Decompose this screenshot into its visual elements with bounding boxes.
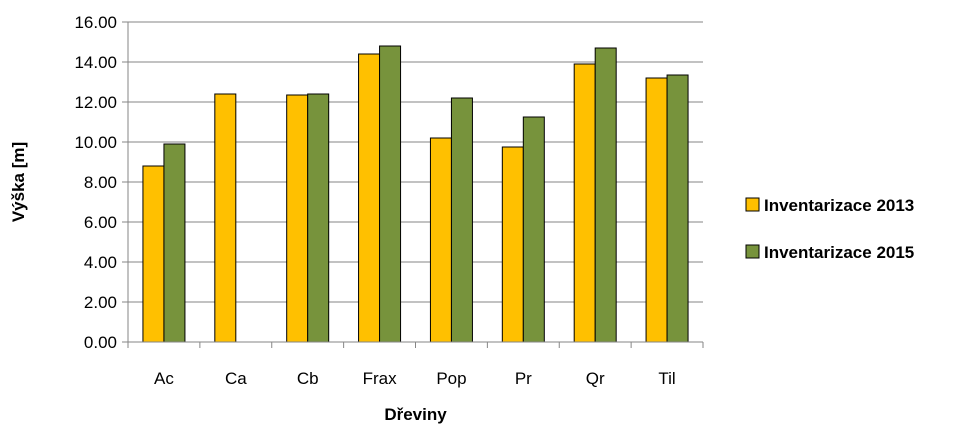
x-tick-label: Pop [436,369,466,388]
y-axis-title: Výška [m] [9,142,28,222]
y-tick-label: 0.00 [84,333,117,352]
legend: Inventarizace 2013 Inventarizace 2015 [745,196,914,262]
bar [214,93,237,343]
bar [573,63,596,343]
bar [594,47,617,343]
bar [286,94,309,343]
bars [142,45,689,343]
y-tick-label: 2.00 [84,293,117,312]
x-tick-label: Ac [154,369,174,388]
bar [429,137,452,343]
x-tick-label: Pr [515,369,532,388]
legend-label: Inventarizace 2015 [764,243,914,262]
legend-label: Inventarizace 2013 [764,196,914,215]
gridlines [128,21,703,303]
legend-swatch [745,197,760,212]
bar [307,93,330,343]
legend-swatch [745,244,760,259]
y-tick-label: 8.00 [84,173,117,192]
x-tick-label: Frax [363,369,398,388]
bar [666,74,689,343]
x-tick-label: Qr [586,369,605,388]
bar [142,165,165,343]
y-tick-label: 14.00 [74,53,117,72]
y-tick-label: 6.00 [84,213,117,232]
y-tick-label: 12.00 [74,93,117,112]
bar [379,45,402,343]
x-tick-label: Til [658,369,675,388]
x-axis-ticks: Ac Ca Cb Frax Pop Pr Qr Til [127,342,704,388]
bar [450,97,473,343]
bar [501,146,524,343]
y-axis-ticks: 0.00 2.00 4.00 6.00 8.00 10.00 12.00 14.00 16.00 [74,13,128,352]
x-tick-label: Ca [225,369,247,388]
bar [645,77,668,343]
y-tick-label: 16.00 [74,13,117,32]
bar [522,116,545,343]
x-axis-title: Dřeviny [384,405,447,424]
bar [163,143,186,343]
y-tick-label: 10.00 [74,133,117,152]
bar [358,53,381,343]
x-tick-label: Cb [297,369,319,388]
y-tick-label: 4.00 [84,253,117,272]
